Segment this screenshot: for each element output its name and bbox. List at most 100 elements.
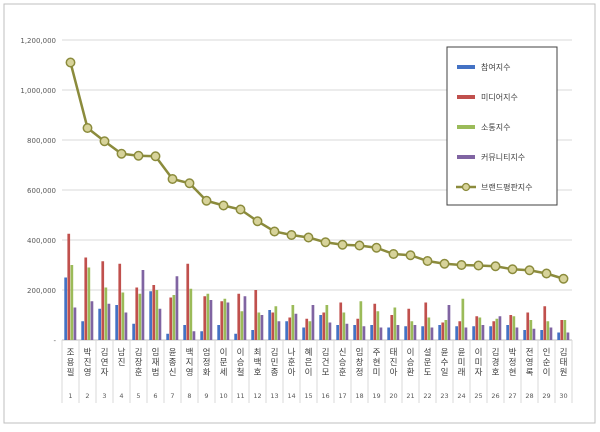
x-category-label: 호 (254, 368, 262, 378)
bar (135, 287, 139, 340)
bar (115, 305, 118, 340)
x-rank-label: 28 (525, 392, 533, 400)
x-category-label: 호 (492, 368, 500, 378)
legend-label: 참여지수 (481, 62, 510, 72)
bar (73, 307, 77, 340)
bar (67, 233, 71, 340)
bar (158, 308, 162, 340)
x-rank-label: 24 (457, 392, 465, 400)
line-point (252, 216, 263, 227)
x-category-label: 김 (135, 347, 143, 358)
x-category-label: 설 (424, 347, 432, 358)
x-category-label: 조 (67, 348, 75, 358)
legend-swatch (457, 65, 475, 69)
x-category-label: 환 (407, 367, 415, 378)
x-category-label: 지 (186, 358, 194, 368)
y-tick-label: 1,000,000 (20, 87, 56, 95)
bar (200, 331, 203, 340)
x-rank-label: 27 (508, 392, 516, 400)
bar (294, 313, 298, 340)
line-point (82, 123, 93, 133)
x-category-label: 남 (118, 348, 126, 358)
bar (257, 312, 261, 340)
x-category-label: 김 (271, 347, 279, 358)
bar (387, 327, 390, 340)
line-point (337, 239, 348, 250)
x-category-label: 승 (237, 358, 245, 368)
x-category-label: 영 (526, 357, 534, 368)
bar (444, 320, 448, 340)
bar (438, 325, 441, 340)
bar (325, 305, 329, 340)
x-category-label: 진 (84, 357, 92, 368)
bar (455, 326, 458, 340)
bar (549, 327, 553, 340)
bar (90, 301, 94, 340)
x-category-label: 승 (407, 358, 415, 368)
legend-swatch (457, 125, 475, 129)
x-category-label: 현 (373, 358, 381, 368)
x-category-label: 용 (67, 358, 75, 368)
x-category-label: 태 (390, 348, 398, 358)
bar (288, 317, 292, 340)
x-category-label: 태 (560, 358, 568, 368)
line-point (167, 174, 178, 184)
x-category-label: 일 (441, 368, 449, 378)
line-point (405, 250, 416, 261)
bar (359, 301, 363, 340)
line-point (320, 237, 331, 248)
x-category-label: 박 (509, 347, 517, 358)
bar (291, 305, 295, 340)
x-category-label: 은 (305, 358, 313, 368)
bar (370, 325, 373, 340)
x-category-label: 미 (458, 358, 466, 368)
x-category-label: 임 (152, 347, 160, 358)
x-rank-label: 20 (389, 392, 397, 400)
y-tick-label: 800,000 (27, 137, 56, 145)
x-category-label: 경 (492, 357, 500, 368)
line-point (558, 273, 569, 284)
x-rank-label: 30 (559, 392, 567, 400)
bar (393, 307, 397, 340)
bar (254, 290, 258, 340)
bar (478, 317, 482, 340)
x-category-label: 도 (424, 368, 432, 378)
bar (492, 321, 496, 340)
x-rank-label: 6 (153, 392, 157, 400)
x-category-label: 아 (390, 367, 398, 378)
line-point (422, 256, 433, 266)
bar (373, 303, 377, 340)
x-category-label: 이 (407, 347, 415, 358)
legend-swatch (461, 182, 471, 192)
bar (121, 292, 125, 340)
x-rank-label: 11 (236, 392, 244, 400)
x-rank-label: 8 (187, 392, 191, 400)
bar (509, 315, 513, 340)
x-rank-label: 23 (440, 392, 448, 400)
bar (461, 298, 465, 340)
line-point (473, 260, 484, 271)
line-point (184, 178, 195, 189)
bar (274, 306, 278, 340)
bar (169, 297, 173, 340)
bar (64, 277, 67, 340)
bar (339, 302, 343, 340)
bar (260, 315, 264, 340)
x-category-label: 원 (560, 368, 568, 378)
x-category-label: 종 (169, 358, 177, 368)
line-point (99, 136, 110, 147)
line-point (541, 268, 552, 279)
bar (203, 296, 207, 340)
x-category-label: 김 (101, 347, 109, 358)
legend-label: 브랜드평판지수 (481, 182, 533, 192)
y-tick-label: - (53, 337, 56, 345)
x-rank-label: 12 (253, 392, 261, 400)
bar (322, 312, 326, 340)
bar (175, 276, 179, 340)
bar (118, 263, 122, 340)
x-rank-label: 17 (338, 392, 346, 400)
bar (424, 302, 428, 340)
bar (319, 315, 322, 340)
x-category-label: 운 (424, 358, 432, 368)
x-category-label: 김 (560, 347, 568, 358)
